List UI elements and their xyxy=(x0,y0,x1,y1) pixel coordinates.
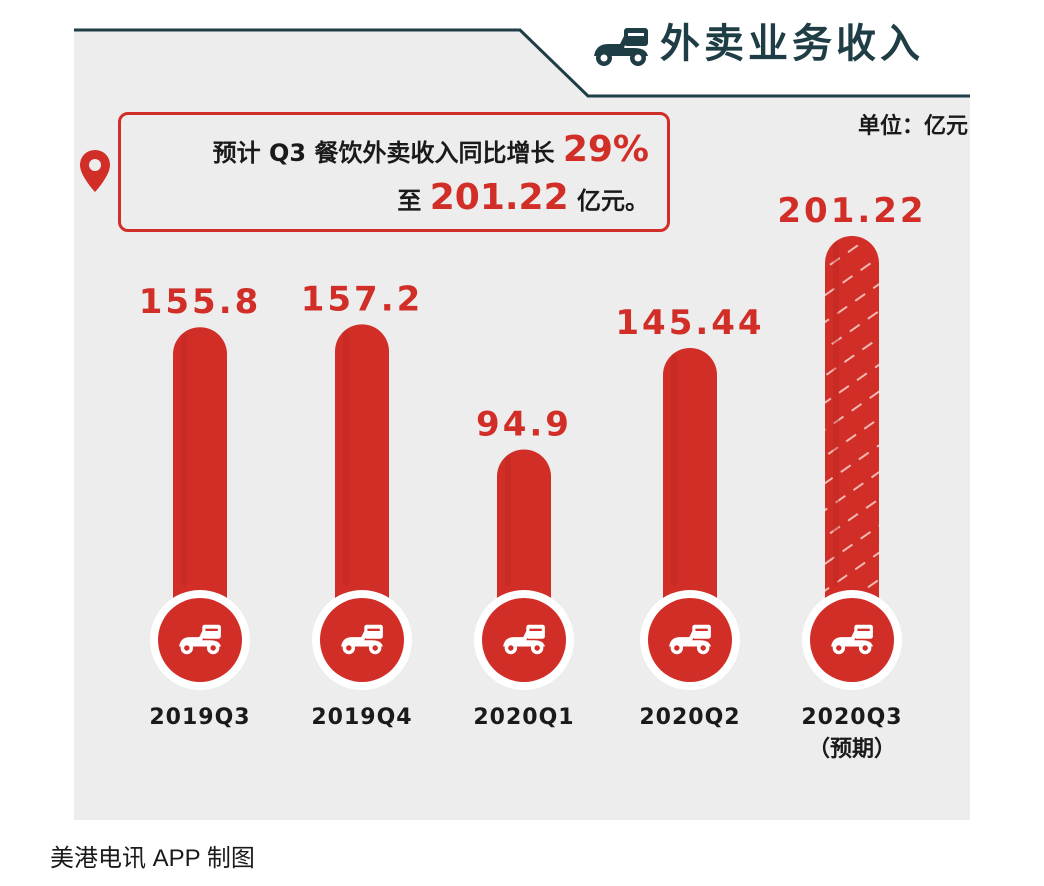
header-band xyxy=(74,28,1044,98)
chart-title: 外卖业务收入 xyxy=(660,21,924,67)
growth-rate: 29% xyxy=(562,129,649,170)
location-pin-icon xyxy=(80,150,110,192)
category-label: 2019Q4 xyxy=(311,705,412,730)
bar-shade xyxy=(343,330,349,586)
callout-line-1: 预计 Q3 餐饮外卖收入同比增长 29% xyxy=(213,129,649,170)
bar-group-2019Q3: 155.8 2019Q3 xyxy=(139,282,262,730)
bar-shade xyxy=(505,455,511,586)
callout-box: 预计 Q3 餐饮外卖收入同比增长 29% 至 201.22 亿元。 xyxy=(118,112,670,232)
bar-2020Q3 xyxy=(825,236,879,640)
bar-2019Q4 xyxy=(335,324,389,640)
bar-2020Q2 xyxy=(663,347,717,640)
bar-shade xyxy=(671,353,677,586)
category-label: 2020Q3 xyxy=(801,705,902,730)
bar-group-2020Q2: 145.44 2020Q2 xyxy=(615,303,764,730)
category-note: （预期） xyxy=(808,737,896,762)
scooter-icon xyxy=(594,28,648,66)
bars-layer: 155.8 2019Q3 157.2 2019Q4 94.9 2020Q1 145.44 20… xyxy=(139,191,926,762)
bar-group-2020Q3: 201.22 2020Q3 （预期） xyxy=(777,191,926,762)
bar-shade xyxy=(833,242,839,586)
category-label: 2019Q3 xyxy=(149,705,250,730)
category-label: 2020Q2 xyxy=(639,705,740,730)
bar-group-2019Q4: 157.2 2019Q4 xyxy=(301,279,424,730)
forecast-value: 201.22 xyxy=(429,177,569,218)
callout-prefix: 至 xyxy=(397,187,430,215)
bar-2019Q3 xyxy=(173,327,227,640)
bar-group-2020Q1: 94.9 2020Q1 xyxy=(473,404,574,730)
footer-credit: 美港电讯 APP 制图 xyxy=(50,845,255,872)
category-label: 2020Q1 xyxy=(473,705,574,730)
value-label: 201.22 xyxy=(777,191,926,231)
callout-suffix: 亿元。 xyxy=(568,187,649,215)
value-label: 157.2 xyxy=(301,279,424,319)
unit-label: 单位：亿元 xyxy=(857,114,968,139)
bar-shade xyxy=(181,333,187,586)
value-label: 94.9 xyxy=(476,404,572,444)
callout-line-2: 至 201.22 亿元。 xyxy=(397,177,649,218)
value-label: 155.8 xyxy=(139,282,262,322)
value-label: 145.44 xyxy=(615,303,764,343)
callout-text: 预计 Q3 餐饮外卖收入同比增长 xyxy=(212,139,563,167)
